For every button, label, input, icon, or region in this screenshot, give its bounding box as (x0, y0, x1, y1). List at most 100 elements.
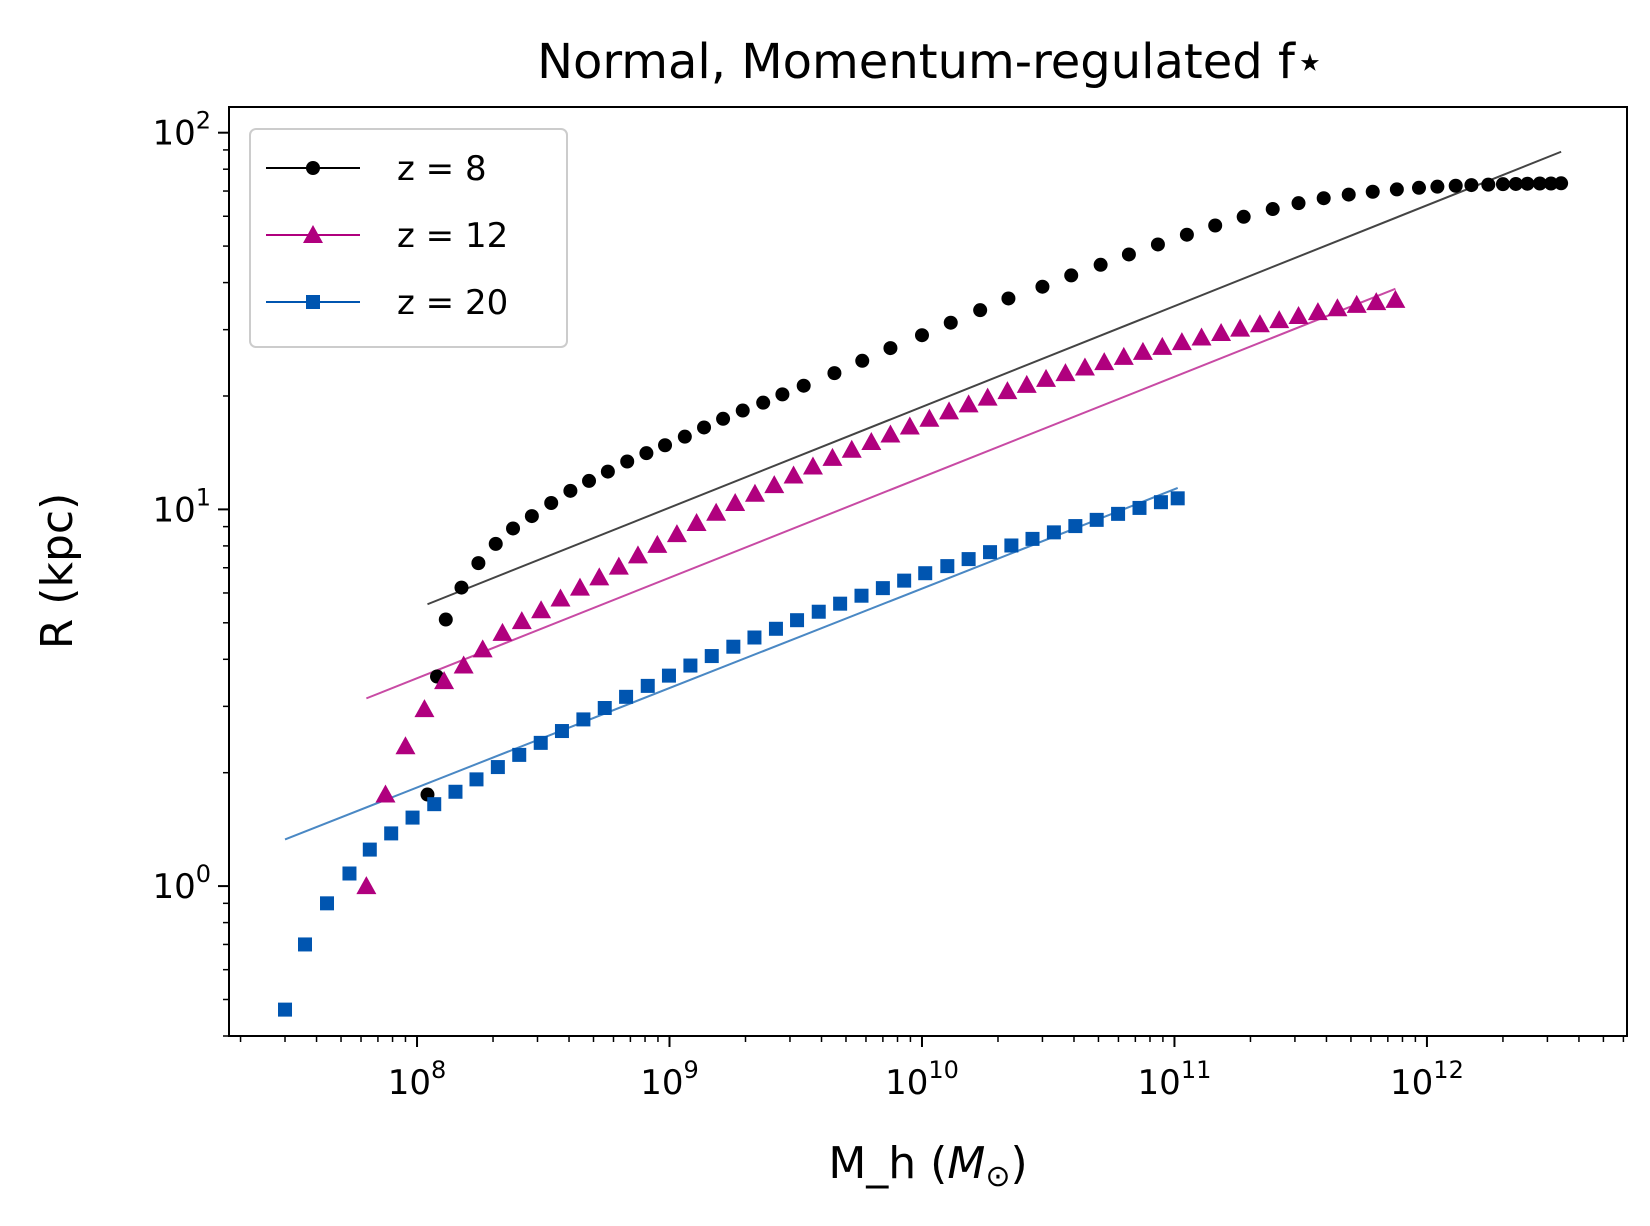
y-tick-label: 101 (152, 483, 211, 530)
data-point (855, 353, 870, 368)
data-point (1068, 519, 1083, 534)
y-axis-label: R (kpc) (32, 493, 83, 650)
data-point (883, 341, 898, 356)
data-point (1064, 268, 1079, 283)
data-point (597, 701, 612, 716)
x-axis-label-symbol: M (947, 1138, 985, 1189)
data-point (726, 639, 741, 654)
data-point (506, 521, 521, 536)
data-point (1230, 318, 1251, 337)
data-point (1316, 191, 1331, 206)
data-point (1211, 322, 1232, 341)
data-point (983, 545, 998, 560)
data-point (1236, 209, 1251, 224)
data-point (802, 456, 823, 475)
data-point (1179, 227, 1194, 242)
data-point (1411, 180, 1426, 195)
data-point (940, 559, 955, 574)
data-point (1291, 196, 1306, 211)
data-point (939, 401, 960, 420)
data-point (661, 668, 676, 683)
data-point (1520, 176, 1535, 191)
data-point (1170, 491, 1185, 506)
data-point (686, 513, 707, 532)
legend: z = 8 z = 12 z = 20 (249, 128, 568, 348)
y-axis: 100 101 102 (152, 107, 229, 1037)
data-point (716, 411, 731, 426)
data-point (1132, 500, 1147, 515)
data-point (488, 536, 503, 551)
data-point (589, 567, 610, 586)
data-point (1385, 289, 1406, 308)
data-point (854, 588, 869, 603)
data-point (395, 736, 416, 755)
legend-marker (306, 161, 320, 175)
data-point (278, 1002, 293, 1017)
x-axis-label-close: ) (1010, 1138, 1027, 1189)
data-point (1152, 336, 1173, 355)
data-point (640, 678, 655, 693)
data-point (1191, 327, 1212, 346)
data-point (775, 387, 790, 402)
data-point (453, 655, 474, 674)
data-point (1035, 279, 1050, 294)
data-point (796, 378, 811, 393)
data-point (320, 896, 335, 911)
data-point (384, 826, 399, 841)
x-tick-label: 108 (388, 1056, 447, 1103)
data-point (1508, 176, 1523, 191)
data-point (1532, 176, 1547, 191)
data-point (438, 612, 453, 627)
data-point (1495, 177, 1510, 192)
data-point (768, 621, 783, 636)
data-point (627, 545, 648, 564)
data-point (822, 447, 843, 466)
data-point (977, 387, 998, 406)
data-point (1481, 177, 1496, 192)
data-point (1074, 357, 1095, 376)
data-point (1307, 302, 1328, 321)
fit-line (284, 487, 1179, 841)
data-point (639, 446, 654, 461)
data-point (1265, 202, 1280, 217)
data-point (1150, 237, 1165, 252)
data-point (472, 639, 493, 658)
y-tick-label: 100 (152, 860, 211, 907)
x-tick-label: 109 (640, 1056, 699, 1103)
data-point (899, 416, 920, 435)
data-point (427, 797, 442, 812)
data-point (1036, 368, 1057, 387)
data-point (880, 424, 901, 443)
legend-box (249, 128, 568, 348)
data-point (1448, 178, 1463, 193)
data-point (861, 431, 882, 450)
y-tick-label: 102 (152, 107, 211, 154)
data-point (342, 866, 357, 881)
data-point (1132, 341, 1153, 360)
data-point (1249, 314, 1270, 333)
legend-marker (306, 295, 320, 309)
data-markers (278, 176, 1569, 1017)
data-point (1389, 182, 1404, 197)
data-point (448, 784, 463, 799)
legend-label: z = 12 (397, 216, 508, 256)
x-axis-label-text: M_h ( (828, 1138, 947, 1189)
legend-marker (303, 225, 323, 243)
data-point (600, 464, 615, 479)
data-point (471, 556, 486, 571)
x-axis: 108 109 1010 1011 1012 (239, 1036, 1625, 1103)
data-point (1430, 179, 1445, 194)
data-point (434, 671, 455, 690)
data-point (414, 699, 435, 718)
data-point (544, 495, 559, 510)
fit-line (427, 150, 1562, 606)
data-point (569, 577, 590, 596)
fit-lines (284, 150, 1562, 841)
data-point (298, 937, 313, 952)
x-axis-label-subscript: ⊙ (985, 1159, 1010, 1194)
data-point (756, 395, 771, 410)
chart-title: Normal, Momentum-regulated f⋆ (537, 34, 1325, 90)
data-point (405, 810, 420, 825)
data-point (914, 328, 929, 343)
